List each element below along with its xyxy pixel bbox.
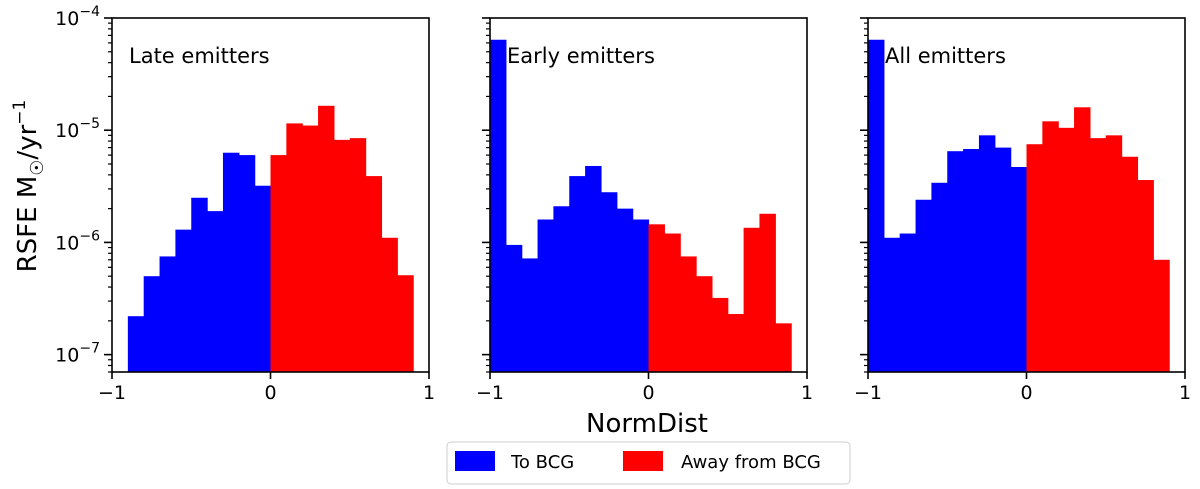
axes-frame bbox=[867, 17, 1186, 373]
bar-away-from-bcg bbox=[1042, 121, 1059, 372]
bar-away-from-bcg bbox=[302, 125, 319, 372]
panel-3: −1 0 1 All emitters bbox=[854, 17, 1191, 404]
bar-to-bcg bbox=[143, 276, 161, 372]
bar-to-bcg bbox=[127, 316, 145, 372]
bar-to-bcg bbox=[207, 211, 224, 372]
x-tick-label: 0 bbox=[642, 382, 654, 404]
bar-to-bcg bbox=[175, 229, 192, 372]
bar-to-bcg bbox=[238, 155, 256, 372]
axes-frame bbox=[489, 17, 808, 373]
bar-to-bcg bbox=[978, 135, 996, 372]
bar-away-from-bcg bbox=[1153, 259, 1170, 372]
bar-away-from-bcg bbox=[318, 105, 335, 373]
bar-away-from-bcg bbox=[365, 176, 383, 372]
bar-to-bcg bbox=[868, 39, 885, 372]
bar-to-bcg bbox=[963, 149, 980, 372]
bar-to-bcg bbox=[191, 197, 208, 372]
legend-label-to-bcg: To BCG bbox=[510, 452, 574, 473]
bar-away-from-bcg bbox=[1121, 156, 1139, 372]
bar-away-from-bcg bbox=[648, 224, 665, 372]
y-tick-label: 10−4 bbox=[55, 4, 100, 30]
x-axis-title: NormDist bbox=[586, 409, 708, 439]
bar-to-bcg bbox=[1010, 167, 1028, 372]
bar-away-from-bcg bbox=[664, 233, 681, 372]
bar-to-bcg bbox=[616, 208, 634, 372]
bar-away-from-bcg bbox=[1074, 107, 1091, 373]
bar-to-bcg bbox=[254, 185, 272, 372]
bar-away-from-bcg bbox=[696, 276, 713, 372]
bar-away-from-bcg bbox=[727, 314, 745, 372]
bar-to-bcg bbox=[490, 39, 507, 372]
bar-to-bcg bbox=[553, 206, 570, 372]
bar-to-bcg bbox=[994, 147, 1012, 372]
panel-label: Early emitters bbox=[507, 44, 655, 68]
bar-away-from-bcg bbox=[711, 297, 729, 372]
x-tick-label: 0 bbox=[1020, 382, 1032, 404]
bar-away-from-bcg bbox=[680, 256, 697, 372]
bar-to-bcg bbox=[600, 192, 618, 372]
panel-1: 10−4 10−5 10−6 10−7 −1 0 1 Late emitters bbox=[55, 4, 435, 404]
bar-to-bcg bbox=[632, 219, 650, 372]
x-tick-label: 1 bbox=[423, 382, 435, 404]
y-tick-label: 10−6 bbox=[55, 228, 100, 254]
axes-frame bbox=[111, 17, 430, 373]
x-tick-label: 1 bbox=[801, 382, 813, 404]
legend-swatch-to-bcg bbox=[455, 451, 495, 471]
panels-layer: 10−4 10−5 10−6 10−7 −1 0 1 Late emitters −1 0 1 Ear… bbox=[55, 4, 1191, 404]
bar-to-bcg bbox=[915, 199, 932, 372]
bar-away-from-bcg bbox=[1105, 135, 1123, 372]
bar-to-bcg bbox=[159, 256, 176, 372]
bar-away-from-bcg bbox=[270, 155, 287, 372]
x-tick-label: 0 bbox=[264, 382, 276, 404]
y-tick-label: 10−5 bbox=[55, 116, 100, 142]
panel-label: Late emitters bbox=[129, 44, 270, 68]
bar-away-from-bcg bbox=[349, 138, 367, 372]
bar-to-bcg bbox=[883, 237, 901, 372]
bar-to-bcg bbox=[521, 258, 539, 372]
x-tick-label: −1 bbox=[98, 382, 126, 404]
bar-to-bcg bbox=[569, 176, 586, 372]
bar-away-from-bcg bbox=[1089, 138, 1107, 372]
x-tick-label: −1 bbox=[476, 382, 504, 404]
bar-to-bcg bbox=[585, 165, 602, 372]
bar-away-from-bcg bbox=[381, 237, 398, 372]
bar-away-from-bcg bbox=[333, 139, 351, 372]
bar-away-from-bcg bbox=[1137, 179, 1154, 372]
bar-to-bcg bbox=[222, 152, 240, 372]
y-tick-label: 10−7 bbox=[55, 341, 100, 367]
y-axis-title: RSFE M☉/yr−1 bbox=[10, 100, 48, 273]
panel-2: −1 0 1 Early emitters bbox=[476, 17, 813, 404]
x-tick-label: 1 bbox=[1179, 382, 1191, 404]
bar-away-from-bcg bbox=[743, 227, 761, 372]
legend: To BCG Away from BCG bbox=[446, 441, 851, 485]
bar-to-bcg bbox=[899, 233, 917, 372]
bar-to-bcg bbox=[931, 182, 948, 372]
bar-away-from-bcg bbox=[1026, 144, 1043, 372]
bar-to-bcg bbox=[537, 219, 554, 372]
panel-label: All emitters bbox=[885, 44, 1006, 68]
x-tick-label: −1 bbox=[854, 382, 882, 404]
bar-away-from-bcg bbox=[286, 123, 303, 373]
bar-away-from-bcg bbox=[759, 213, 776, 372]
legend-swatch-away-from-bcg bbox=[623, 451, 663, 471]
legend-label-away-from-bcg: Away from BCG bbox=[681, 452, 821, 473]
bar-away-from-bcg bbox=[1058, 127, 1075, 372]
bar-away-from-bcg bbox=[397, 275, 414, 372]
bar-to-bcg bbox=[947, 151, 964, 372]
bar-to-bcg bbox=[505, 244, 523, 372]
bar-away-from-bcg bbox=[775, 323, 792, 372]
